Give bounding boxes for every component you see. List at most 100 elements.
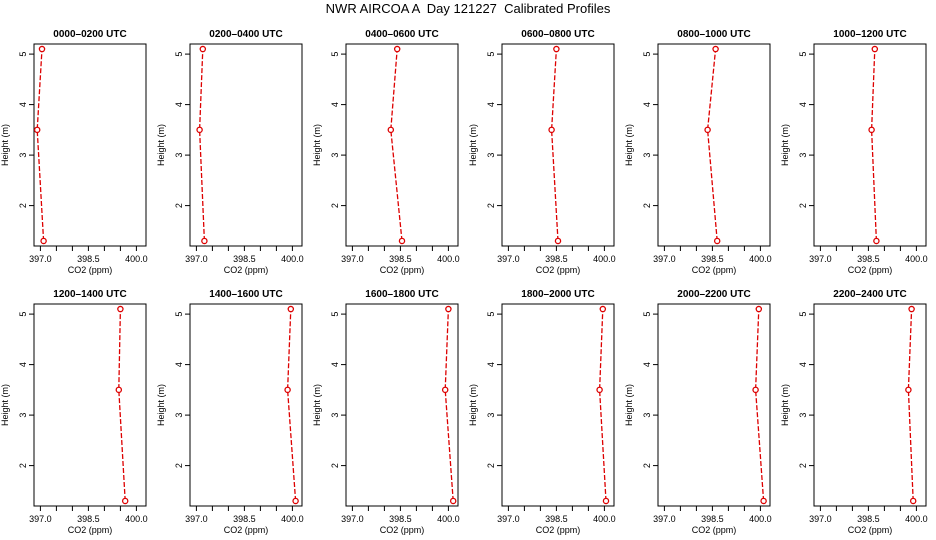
y-axis-label: Height (m) [780,124,790,166]
y-tick-label: 4 [330,362,340,367]
profile-line [444,309,454,501]
y-axis-label: Height (m) [624,384,634,426]
x-tick-label: 398.5 [389,254,412,264]
profile-line [286,309,297,501]
y-tick-label: 3 [174,153,184,158]
subplot-2: 0200–0400 UTC 397.0 398.5 400.0 2 3 4 5 CO2 (ppm… [156,29,304,275]
y-tick-label: 5 [18,312,28,317]
panel-title: 0200–0400 UTC [209,29,282,40]
plot-frame [345,43,459,247]
plot-frame [501,303,615,507]
x-tick-label: 397.0 [29,514,52,524]
y-tick-label: 4 [798,362,808,367]
x-tick-label: 400.0 [905,254,928,264]
profile-line [550,49,559,241]
y-tick-label: 3 [18,153,28,158]
plot-frame [345,303,459,507]
subplot-12: 2200–2400 UTC 397.0 398.5 400.0 2 3 4 5 CO2 (ppm… [780,289,928,535]
data-point [755,305,763,313]
data-point [602,497,610,505]
y-tick-label: 2 [486,203,496,208]
plot-frame [813,303,927,507]
x-tick-label: 400.0 [593,514,616,524]
x-tick-label: 398.5 [77,514,100,524]
x-tick-label: 398.5 [233,514,256,524]
data-point [908,305,915,313]
y-tick-label: 3 [18,413,28,418]
x-axis-label: CO2 (ppm) [848,525,893,535]
data-point [905,386,912,394]
x-tick-label: 397.0 [185,254,208,264]
y-tick-label: 4 [18,102,28,107]
data-point [117,305,124,313]
y-tick-label: 5 [330,52,340,57]
x-axis-label: CO2 (ppm) [224,265,269,275]
data-point [199,45,207,53]
data-point [752,386,759,394]
y-tick-label: 2 [798,463,808,468]
y-tick-label: 4 [174,102,184,107]
y-tick-label: 4 [18,362,28,367]
panel-title: 1200–1400 UTC [53,289,126,300]
y-tick-label: 5 [174,312,184,317]
x-axis-label: CO2 (ppm) [68,525,113,535]
y-tick-label: 3 [486,413,496,418]
data-point [713,237,721,245]
profile-line [754,309,765,501]
panel-title: 1800–2000 UTC [521,289,594,300]
data-point [704,126,711,134]
y-tick-label: 3 [486,153,496,158]
plot-frame [189,303,303,507]
y-axis-label: Height (m) [156,124,166,166]
y-tick-label: 3 [174,413,184,418]
y-tick-label: 5 [486,312,496,317]
y-tick-label: 2 [174,203,184,208]
x-tick-label: 400.0 [437,254,460,264]
y-tick-label: 3 [798,413,808,418]
y-tick-label: 2 [642,463,652,468]
y-axis-label: Height (m) [780,384,790,426]
y-axis-label: Height (m) [468,384,478,426]
data-point [548,126,555,134]
data-point [287,305,295,313]
plot-frame [33,303,147,507]
data-point [398,237,406,245]
data-point [712,45,719,53]
subplot-3: 0400–0600 UTC 397.0 398.5 400.0 2 3 4 5 CO2 (ppm… [312,29,460,275]
data-point [387,126,395,134]
data-point [393,45,401,53]
y-tick-label: 5 [642,52,652,57]
panel-title: 2000–2200 UTC [677,289,750,300]
data-point [873,237,880,245]
x-axis-label: CO2 (ppm) [536,525,581,535]
x-tick-label: 397.0 [809,254,832,264]
panel-title: 0800–1000 UTC [677,29,750,40]
x-axis-label: CO2 (ppm) [68,265,113,275]
subplot-5: 0800–1000 UTC 397.0 398.5 400.0 2 3 4 5 CO2 (ppm… [624,29,772,275]
x-tick-label: 397.0 [497,514,520,524]
data-point [121,497,129,505]
profile-line [36,49,45,241]
data-point [38,45,46,53]
panel-title: 1400–1600 UTC [209,289,282,300]
x-tick-label: 397.0 [809,514,832,524]
x-tick-label: 397.0 [341,514,364,524]
subplot-11: 2000–2200 UTC 397.0 398.5 400.0 2 3 4 5 CO2 (ppm… [624,289,772,535]
data-point [553,45,560,53]
y-tick-label: 4 [642,362,652,367]
data-point [554,237,562,245]
profile-line [198,49,206,241]
plot-frame [657,303,771,507]
y-tick-label: 2 [486,463,496,468]
y-axis-label: Height (m) [312,384,322,426]
y-tick-label: 5 [798,52,808,57]
x-tick-label: 398.5 [545,254,568,264]
profile-line [706,48,718,242]
x-tick-label: 397.0 [185,514,208,524]
data-point [599,305,607,313]
plot-frame [189,43,303,247]
x-tick-label: 398.5 [233,254,256,264]
profile-line [907,309,914,501]
data-point [115,386,123,394]
